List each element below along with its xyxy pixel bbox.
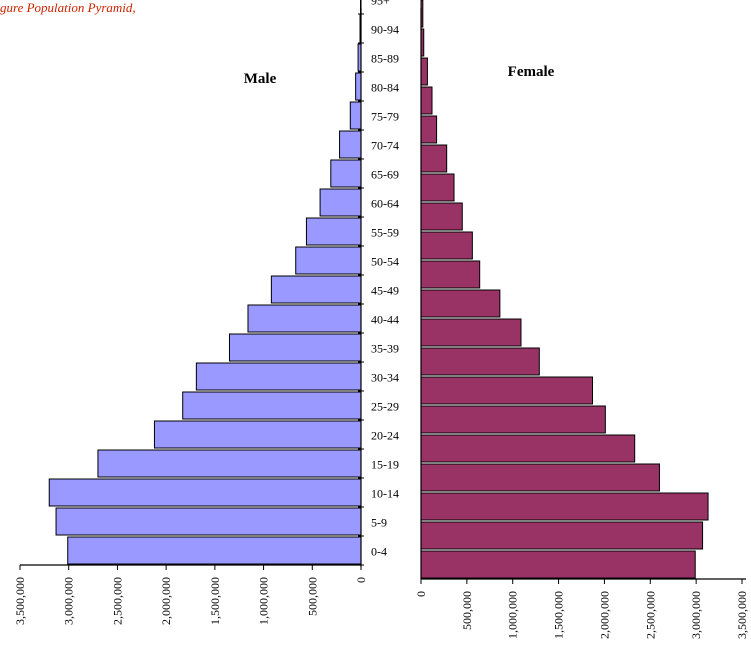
female-x-tick-label: 2,000,000 — [597, 591, 611, 639]
male-x-tick-label: 3,500,000 — [13, 577, 27, 625]
female-x-tick-label: 3,000,000 — [689, 591, 703, 639]
female-series-label: Female — [508, 64, 555, 80]
male-bar-25-29 — [182, 391, 362, 420]
female-bar-65-69 — [420, 173, 455, 202]
age-label-10-14: 10-14 — [371, 487, 399, 501]
male-bar-0-4 — [67, 536, 362, 565]
male-x-tick-label: 500,000 — [305, 577, 319, 616]
female-bar-80-84 — [420, 86, 433, 115]
male-x-tick-label: 3,000,000 — [62, 577, 76, 625]
female-bar-60-64 — [420, 202, 463, 231]
female-bar-70-74 — [420, 144, 448, 173]
age-labels-group: 0-4 5-9 10-14 15-19 20-24 25-29 30-34 35-39 40-4… — [371, 0, 399, 559]
age-label-40-44: 40-44 — [371, 313, 399, 327]
male-x-tick-label: 2,500,000 — [110, 577, 124, 625]
male-bar-70-74 — [339, 130, 362, 159]
male-bar-10-14 — [48, 478, 362, 507]
female-x-tick-label: 3,500,000 — [735, 591, 749, 639]
axes-group: 3,500,000 3,000,000 2,500,000 2,000,000 1,50… — [13, 8, 749, 639]
age-label-0-4: 0-4 — [371, 545, 387, 559]
age-label-90-94: 90-94 — [371, 23, 399, 37]
age-label-15-19: 15-19 — [371, 458, 399, 472]
age-label-85-89: 85-89 — [371, 52, 399, 66]
female-bar-55-59 — [420, 231, 473, 260]
age-label-50-54: 50-54 — [371, 255, 399, 269]
male-x-tick-label: 2,000,000 — [159, 577, 173, 625]
female-x-tick-label: 0 — [414, 591, 428, 597]
age-label-30-34: 30-34 — [371, 371, 399, 385]
male-bar-55-59 — [305, 217, 362, 246]
female-bar-20-24 — [420, 434, 636, 463]
female-x-tick-label: 1,000,000 — [506, 591, 520, 639]
chart-caption: gure Population Pyramid, — [0, 0, 136, 15]
female-bar-75-79 — [420, 115, 438, 144]
male-bar-45-49 — [270, 275, 362, 304]
male-x-tick-label: 0 — [354, 577, 368, 583]
female-bar-50-54 — [420, 260, 481, 289]
age-label-5-9: 5-9 — [371, 516, 387, 530]
female-bar-85-89 — [420, 57, 428, 86]
age-label-20-24: 20-24 — [371, 429, 399, 443]
female-bar-35-39 — [420, 347, 540, 376]
male-bar-65-69 — [330, 159, 362, 188]
age-label-25-29: 25-29 — [371, 400, 399, 414]
age-label-60-64: 60-64 — [371, 197, 399, 211]
male-bar-60-64 — [319, 188, 362, 217]
age-label-75-79: 75-79 — [371, 110, 399, 124]
female-bar-5-9 — [420, 521, 704, 550]
male-bars-group — [48, 0, 362, 565]
male-bar-35-39 — [228, 333, 362, 362]
female-bar-30-34 — [420, 376, 594, 405]
female-bar-40-44 — [420, 318, 522, 347]
male-x-tick-label: 1,500,000 — [208, 577, 222, 625]
male-bar-30-34 — [195, 362, 362, 391]
age-label-45-49: 45-49 — [371, 284, 399, 298]
female-bar-25-29 — [420, 405, 606, 434]
age-label-80-84: 80-84 — [371, 81, 399, 95]
female-x-tick-label: 500,000 — [460, 591, 474, 630]
age-label-95+: 95+ — [371, 0, 390, 8]
female-bar-15-19 — [420, 463, 660, 492]
male-bar-20-24 — [153, 420, 362, 449]
female-bars-group — [420, 0, 709, 579]
age-label-55-59: 55-59 — [371, 226, 399, 240]
age-label-35-39: 35-39 — [371, 342, 399, 356]
male-bar-75-79 — [349, 101, 362, 130]
female-bar-0-4 — [420, 550, 696, 579]
male-bar-50-54 — [295, 246, 362, 275]
male-series-label: Male — [244, 71, 277, 87]
male-bar-40-44 — [247, 304, 362, 333]
male-x-tick-label: 1,000,000 — [257, 577, 271, 625]
female-x-tick-label: 2,500,000 — [643, 591, 657, 639]
age-label-65-69: 65-69 — [371, 168, 399, 182]
male-bar-15-19 — [97, 449, 362, 478]
female-x-tick-label: 1,500,000 — [552, 591, 566, 639]
female-bar-45-49 — [420, 289, 501, 318]
female-bar-10-14 — [420, 492, 709, 521]
male-bar-5-9 — [55, 507, 362, 536]
male-bar-80-84 — [355, 72, 362, 101]
age-label-70-74: 70-74 — [371, 139, 399, 153]
